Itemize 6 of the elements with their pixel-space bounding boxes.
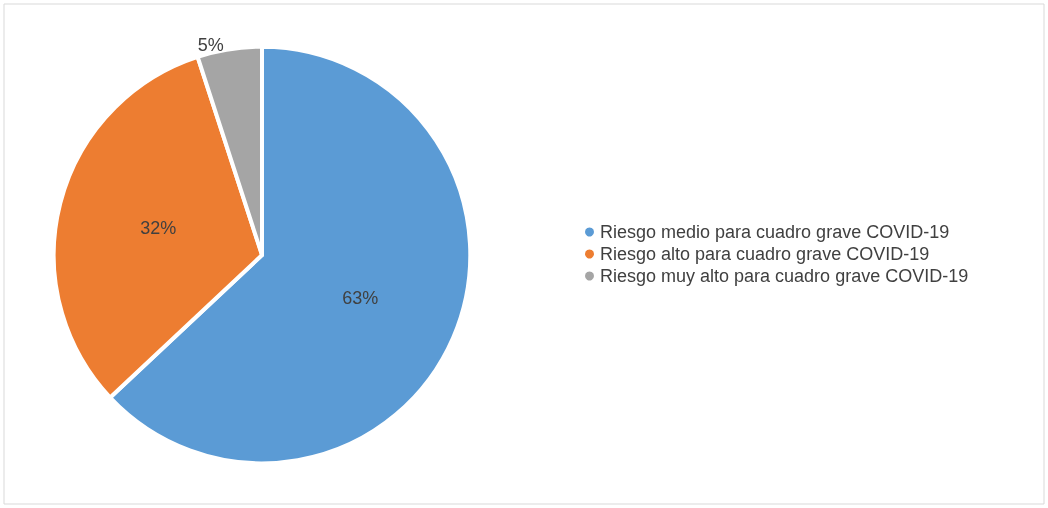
data-label: 63% bbox=[342, 287, 379, 308]
data-label: 5% bbox=[197, 35, 224, 56]
legend-label: Riesgo medio para cuadro grave COVID-19 bbox=[600, 222, 950, 242]
legend-label: Riesgo muy alto para cuadro grave COVID-19 bbox=[600, 266, 969, 286]
data-label: 32% bbox=[140, 218, 177, 239]
legend-label: Riesgo alto para cuadro grave COVID-19 bbox=[600, 244, 930, 264]
